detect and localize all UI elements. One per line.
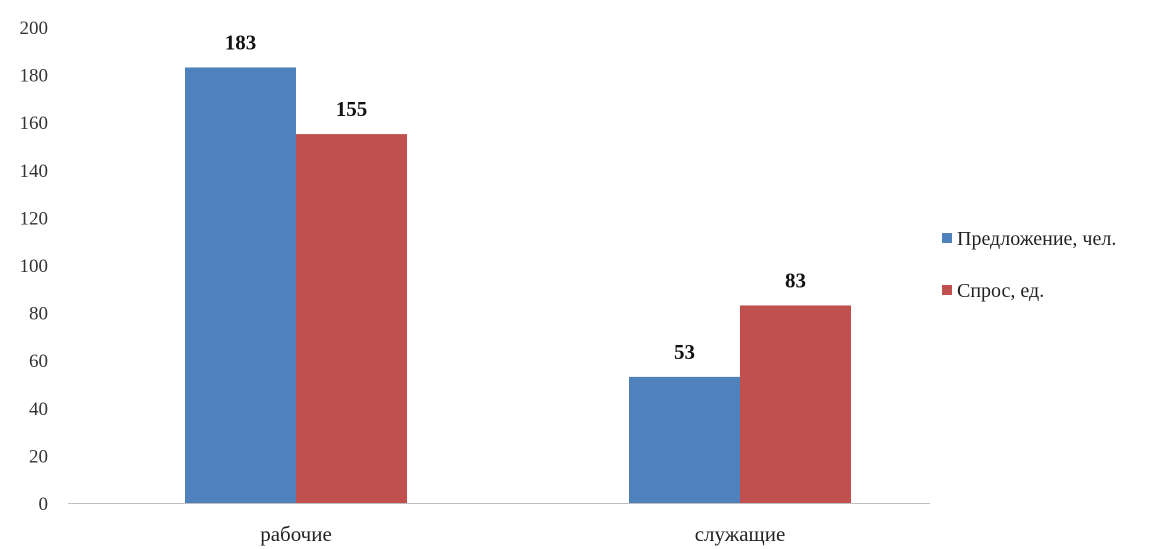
- legend: Предложение, чел. Спрос, ед.: [942, 228, 1116, 302]
- bars: [185, 67, 851, 504]
- y-tick-label: 40: [29, 399, 48, 420]
- y-axis: 0 20 40 60 80 100 120 140 160 180 200: [20, 18, 49, 515]
- y-tick-label: 160: [20, 113, 49, 134]
- x-category-label: служащие: [695, 522, 786, 546]
- y-tick-label: 0: [39, 494, 49, 515]
- bar-demand: [296, 134, 407, 503]
- data-label: 83: [785, 268, 806, 292]
- data-label: 155: [336, 97, 368, 121]
- y-tick-label: 140: [20, 161, 49, 182]
- y-tick-label: 200: [20, 18, 49, 39]
- legend-swatch: [942, 285, 952, 295]
- y-tick-label: 120: [20, 208, 49, 229]
- x-axis: рабочие служащие: [68, 503, 930, 546]
- y-tick-label: 100: [20, 256, 49, 277]
- y-tick-label: 20: [29, 446, 48, 467]
- bar-supply: [629, 376, 740, 503]
- x-category-label: рабочие: [260, 522, 332, 546]
- data-label: 183: [225, 30, 257, 54]
- legend-swatch: [942, 233, 952, 243]
- y-tick-label: 180: [20, 66, 49, 87]
- y-tick-label: 60: [29, 351, 48, 372]
- data-label: 53: [674, 340, 695, 364]
- legend-label: Спрос, ед.: [957, 280, 1044, 302]
- legend-label: Предложение, чел.: [957, 228, 1116, 250]
- bar-demand: [740, 305, 851, 503]
- bar-supply: [185, 67, 296, 504]
- data-labels: 183 53 155 83: [225, 30, 806, 363]
- y-tick-label: 80: [29, 304, 48, 325]
